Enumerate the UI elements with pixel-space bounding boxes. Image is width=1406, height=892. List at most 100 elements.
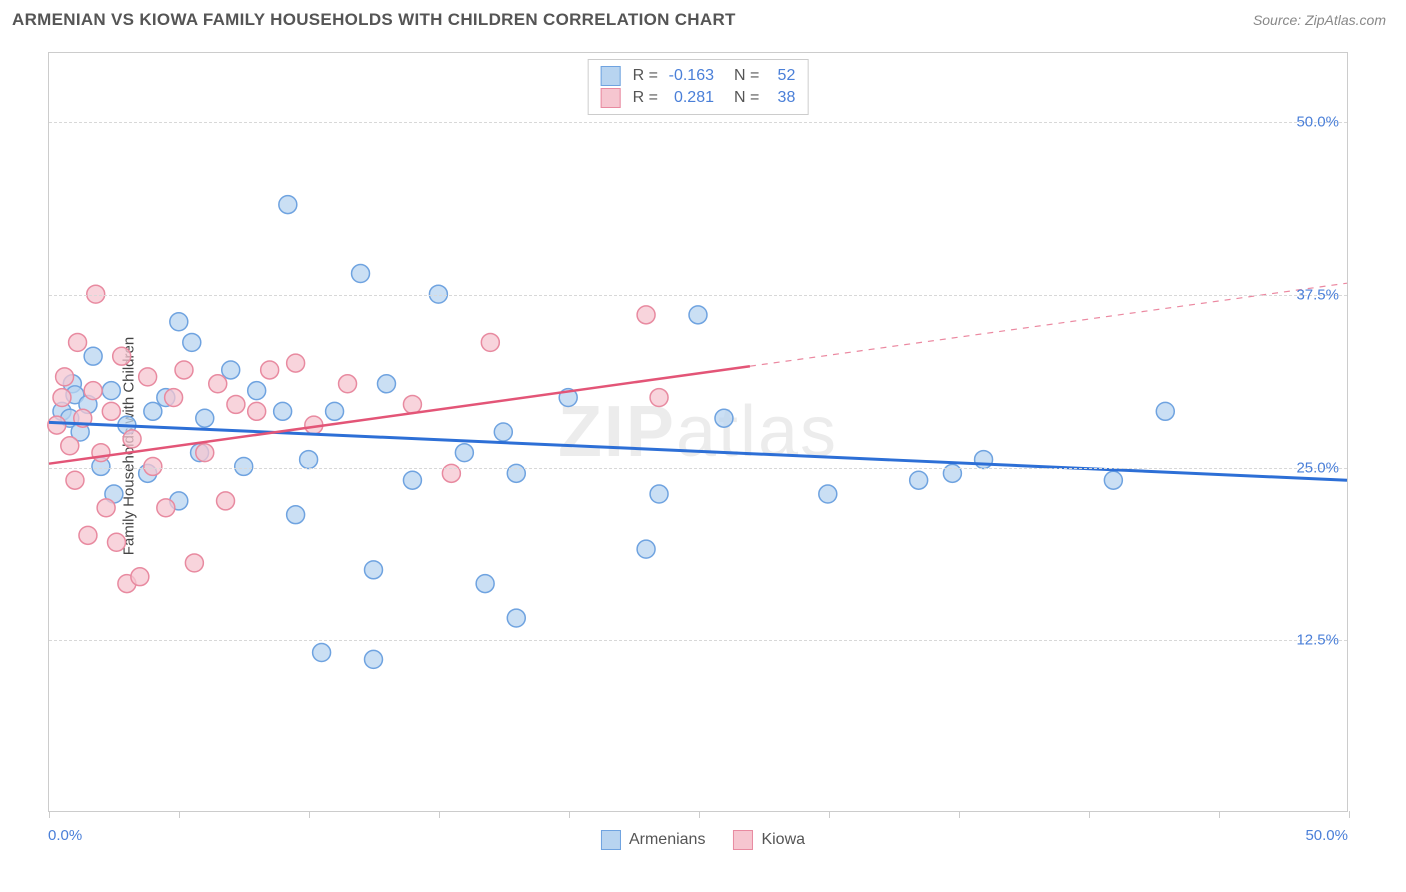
legend-swatch-icon	[601, 66, 621, 86]
data-point	[339, 375, 357, 393]
data-point	[66, 471, 84, 489]
data-point	[1104, 471, 1122, 489]
grid-line	[49, 468, 1347, 469]
data-point	[650, 389, 668, 407]
y-tick-label: 25.0%	[1296, 459, 1339, 476]
data-point	[196, 444, 214, 462]
data-point	[69, 333, 87, 351]
data-point	[975, 451, 993, 469]
stat-value: 52	[767, 67, 795, 85]
grid-line	[49, 122, 1347, 123]
data-point	[144, 457, 162, 475]
data-point	[108, 533, 126, 551]
x-axis-min: 0.0%	[48, 827, 82, 844]
x-tick	[1349, 811, 1350, 818]
data-point	[326, 402, 344, 420]
data-point	[175, 361, 193, 379]
x-tick	[1089, 811, 1090, 818]
stat-value: 0.281	[666, 89, 714, 107]
data-point	[403, 395, 421, 413]
series-legend-item: Kiowa	[733, 830, 805, 850]
data-point	[507, 609, 525, 627]
x-tick	[1219, 811, 1220, 818]
data-point	[274, 402, 292, 420]
data-point	[819, 485, 837, 503]
data-point	[637, 540, 655, 558]
data-point	[261, 361, 279, 379]
data-point	[481, 333, 499, 351]
data-point	[183, 333, 201, 351]
data-point	[170, 313, 188, 331]
stat-value: 38	[767, 89, 795, 107]
data-point	[279, 196, 297, 214]
data-point	[403, 471, 421, 489]
data-point	[689, 306, 707, 324]
data-point	[102, 402, 120, 420]
data-point	[61, 437, 79, 455]
data-point	[48, 416, 66, 434]
data-point	[235, 457, 253, 475]
data-point	[131, 568, 149, 586]
stat-label: R =	[633, 67, 658, 85]
grid-line	[49, 295, 1347, 296]
data-point	[102, 382, 120, 400]
chart-title: ARMENIAN VS KIOWA FAMILY HOUSEHOLDS WITH…	[12, 10, 736, 30]
chart-header: ARMENIAN VS KIOWA FAMILY HOUSEHOLDS WITH…	[0, 0, 1406, 40]
data-point	[248, 402, 266, 420]
data-point	[352, 265, 370, 283]
data-point	[165, 389, 183, 407]
data-point	[287, 354, 305, 372]
data-point	[196, 409, 214, 427]
data-point	[365, 650, 383, 668]
data-point	[455, 444, 473, 462]
data-point	[113, 347, 131, 365]
data-point	[1156, 402, 1174, 420]
grid-line	[49, 640, 1347, 641]
correlation-legend: R =-0.163N =52R =0.281N =38	[588, 59, 809, 115]
x-tick	[699, 811, 700, 818]
data-point	[222, 361, 240, 379]
data-point	[157, 499, 175, 517]
series-legend-item: Armenians	[601, 830, 705, 850]
data-point	[139, 368, 157, 386]
legend-swatch-icon	[733, 830, 753, 850]
y-tick-label: 12.5%	[1296, 632, 1339, 649]
data-point	[84, 347, 102, 365]
y-tick-label: 50.0%	[1296, 114, 1339, 131]
data-point	[287, 506, 305, 524]
data-point	[227, 395, 245, 413]
data-point	[300, 451, 318, 469]
data-point	[910, 471, 928, 489]
data-point	[637, 306, 655, 324]
correlation-legend-row: R =-0.163N =52	[601, 66, 796, 86]
data-point	[650, 485, 668, 503]
x-tick	[959, 811, 960, 818]
data-point	[185, 554, 203, 572]
stat-label: N =	[734, 67, 759, 85]
series-legend-label: Kiowa	[761, 831, 805, 849]
data-point	[248, 382, 266, 400]
x-tick	[569, 811, 570, 818]
data-point	[476, 575, 494, 593]
data-point	[313, 644, 331, 662]
x-tick	[179, 811, 180, 818]
data-point	[217, 492, 235, 510]
data-point	[97, 499, 115, 517]
correlation-legend-row: R =0.281N =38	[601, 88, 796, 108]
legend-swatch-icon	[601, 88, 621, 108]
data-point	[84, 382, 102, 400]
data-point	[715, 409, 733, 427]
data-point	[123, 430, 141, 448]
chart-source: Source: ZipAtlas.com	[1253, 12, 1386, 28]
y-tick-label: 37.5%	[1296, 286, 1339, 303]
chart-area: ZIPatlas R =-0.163N =52R =0.281N =38 12.…	[48, 52, 1348, 812]
data-point	[56, 368, 74, 386]
stat-label: R =	[633, 89, 658, 107]
legend-swatch-icon	[601, 830, 621, 850]
x-tick	[439, 811, 440, 818]
series-legend-label: Armenians	[629, 831, 705, 849]
data-point	[209, 375, 227, 393]
data-point	[494, 423, 512, 441]
data-point	[53, 389, 71, 407]
data-point	[144, 402, 162, 420]
